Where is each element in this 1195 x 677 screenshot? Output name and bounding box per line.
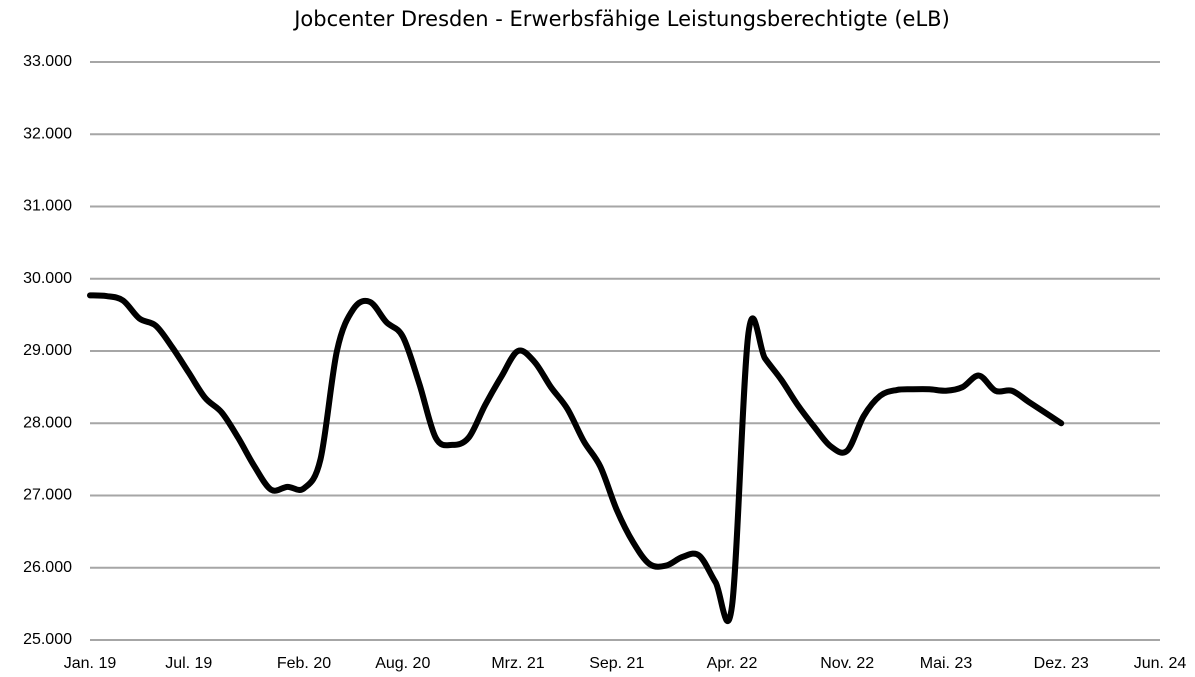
- y-tick-label: 28.000: [23, 414, 72, 431]
- chart-title: Jobcenter Dresden - Erwerbsfähige Leistu…: [292, 7, 950, 31]
- x-tick-label: Mrz. 21: [491, 655, 544, 672]
- x-tick-label: Sep. 21: [589, 655, 644, 672]
- y-tick-label: 30.000: [23, 270, 72, 287]
- x-tick-label: Jun. 24: [1134, 655, 1187, 672]
- x-tick-label: Jul. 19: [165, 655, 212, 672]
- y-tick-label: 29.000: [23, 342, 72, 359]
- y-tick-label: 25.000: [23, 631, 72, 648]
- y-tick-label: 33.000: [23, 53, 72, 70]
- y-tick-label: 32.000: [23, 125, 72, 142]
- data-line: [87, 292, 1065, 625]
- x-tick-label: Feb. 20: [277, 655, 331, 672]
- y-tick-label: 27.000: [23, 487, 72, 504]
- y-tick-label: 31.000: [23, 198, 72, 215]
- x-tick-label: Aug. 20: [375, 655, 430, 672]
- x-tick-label: Apr. 22: [707, 655, 758, 672]
- y-tick-label: 26.000: [23, 559, 72, 576]
- x-tick-label: Dez. 23: [1034, 655, 1089, 672]
- x-tick-label: Nov. 22: [820, 655, 874, 672]
- x-tick-label: Mai. 23: [920, 655, 973, 672]
- x-tick-label: Jan. 19: [64, 655, 117, 672]
